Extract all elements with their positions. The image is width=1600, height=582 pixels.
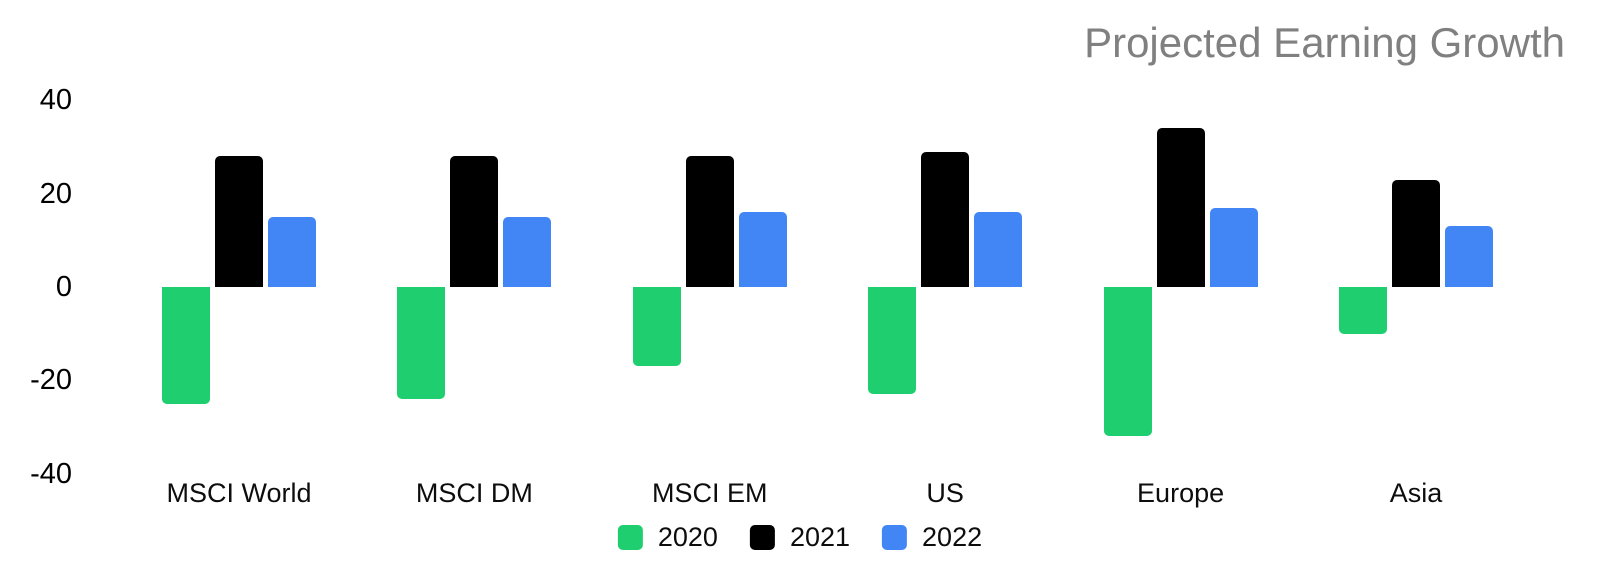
- bar-2021-asia: [1392, 179, 1440, 287]
- x-axis-label-msci-world: MSCI World: [166, 478, 312, 508]
- chart-title: Projected Earning Growth: [1084, 19, 1565, 66]
- bar-2022-europe: [1209, 207, 1258, 287]
- y-axis-tick-label: 20: [39, 177, 72, 210]
- bar-2022-us: [974, 212, 1023, 287]
- legend: 2020 2021 2022: [617, 522, 982, 552]
- bar-2022-msci-em: [738, 212, 787, 287]
- legend-swatch-2022: [882, 525, 908, 550]
- bar-2020-msci-world: [162, 287, 210, 404]
- legend-label: 2021: [789, 522, 851, 552]
- bar-2021-msci-dm: [450, 156, 499, 287]
- bar-2020-msci-dm: [397, 287, 446, 399]
- y-axis-tick-label: -20: [30, 364, 72, 397]
- bar-2021-europe: [1156, 128, 1205, 287]
- legend-item-2020: 2020: [617, 522, 718, 552]
- y-axis-tick-label: -40: [30, 457, 72, 490]
- x-axis-label-msci-em: MSCI EM: [652, 478, 768, 508]
- bar-2020-asia: [1339, 287, 1387, 334]
- legend-label: 2022: [922, 522, 983, 552]
- bar-2020-us: [868, 287, 917, 395]
- x-axis-label-msci-dm: MSCI DM: [415, 478, 533, 508]
- bar-2021-us: [921, 151, 970, 287]
- legend-item-2022: 2022: [882, 524, 982, 551]
- bar-2021-msci-em: [685, 156, 734, 287]
- legend-label: 2020: [657, 522, 718, 552]
- y-axis-tick-label: 40: [39, 84, 72, 117]
- y-axis-tick-label: 0: [55, 271, 72, 303]
- bar-2022-msci-dm: [503, 217, 552, 287]
- bar-2020-europe: [1103, 287, 1152, 437]
- x-axis-label-us: US: [926, 478, 964, 508]
- bar-2022-asia: [1445, 226, 1493, 287]
- x-axis-label-europe: Europe: [1137, 478, 1225, 508]
- legend-item-2021: 2021: [749, 522, 851, 552]
- legend-swatch-2020: [617, 525, 643, 550]
- bar-2021-msci-world: [215, 156, 263, 287]
- x-axis-label-asia: Asia: [1389, 478, 1443, 508]
- bar-2022-msci-world: [268, 217, 316, 287]
- legend-swatch-2021: [749, 525, 775, 550]
- bar-2020-msci-em: [632, 287, 681, 367]
